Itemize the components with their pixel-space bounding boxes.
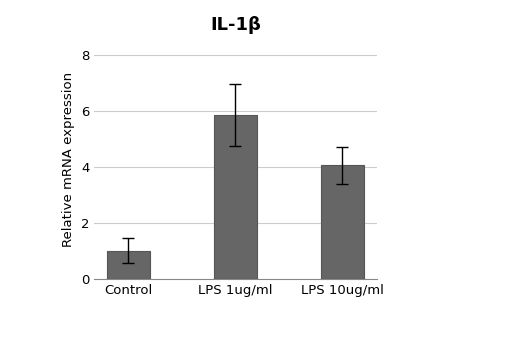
Bar <box>321 165 363 279</box>
Title: IL-1β: IL-1β <box>210 16 261 34</box>
Bar <box>107 251 150 279</box>
Y-axis label: Relative mRNA expression: Relative mRNA expression <box>62 72 75 248</box>
Bar <box>214 115 257 279</box>
